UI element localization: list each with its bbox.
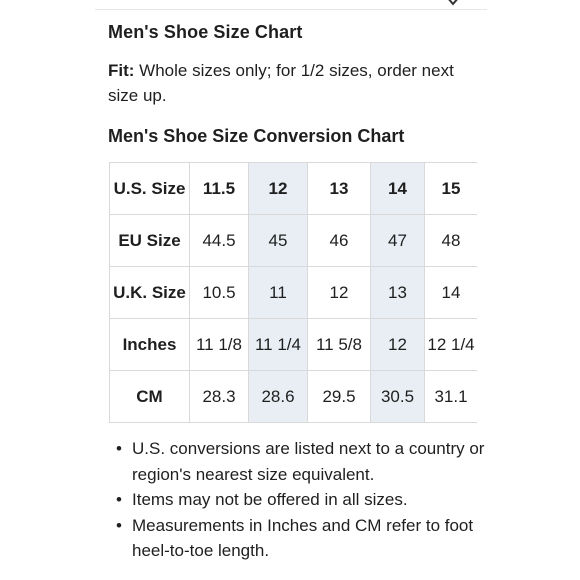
table-cell: 12 <box>370 318 425 371</box>
row-label: U.K. Size <box>109 266 190 319</box>
table-cell: 14 <box>370 162 425 215</box>
table-cell: 28.6 <box>248 370 308 423</box>
table-row-uk-size: U.K. Size 10.5 11 12 13 14 <box>109 266 477 319</box>
row-label: CM <box>109 370 190 423</box>
fit-label: Fit: <box>108 61 135 80</box>
conversion-chart-title: Men's Shoe Size Conversion Chart <box>108 126 405 146</box>
list-item: Measurements in Inches and CM refer to f… <box>116 513 496 564</box>
table-cell: 11 1/4 <box>248 318 308 371</box>
table-cell: 31.1 <box>424 370 477 423</box>
table-cell: 11.5 <box>189 162 249 215</box>
table-cell: 48 <box>424 214 477 267</box>
table-cell: 13 <box>370 266 425 319</box>
table-cell: 12 1/4 <box>424 318 477 371</box>
table-cell: 46 <box>307 214 371 267</box>
page-title: Men's Shoe Size Chart <box>108 22 303 42</box>
list-item: Items may not be offered in all sizes. <box>116 487 496 513</box>
table-cell: 10.5 <box>189 266 249 319</box>
table-cell: 47 <box>370 214 425 267</box>
table-cell: 45 <box>248 214 308 267</box>
table-row-inches: Inches 11 1/8 11 1/4 11 5/8 12 12 1/4 <box>109 318 477 371</box>
table-cell: 12 <box>307 266 371 319</box>
row-label: Inches <box>109 318 190 371</box>
fit-text: Whole sizes only; for 1/2 sizes, order n… <box>108 61 454 105</box>
table-cell: 11 <box>248 266 308 319</box>
table-cell: 11 1/8 <box>189 318 249 371</box>
table-cell: 30.5 <box>370 370 425 423</box>
table-cell: 11 5/8 <box>307 318 371 371</box>
notes-list: U.S. conversions are listed next to a co… <box>116 436 496 564</box>
size-conversion-table: U.S. Size 11.5 12 13 14 15 EU Size 44.5 … <box>109 162 477 423</box>
table-cell: 44.5 <box>189 214 249 267</box>
table-cell: 14 <box>424 266 477 319</box>
table-row-us-size: U.S. Size 11.5 12 13 14 15 <box>109 162 477 215</box>
table-cell: 12 <box>248 162 308 215</box>
top-divider <box>95 9 487 10</box>
table-cell: 29.5 <box>307 370 371 423</box>
table-cell: 28.3 <box>189 370 249 423</box>
row-label: EU Size <box>109 214 190 267</box>
table-cell: 15 <box>424 162 477 215</box>
table-cell: 13 <box>307 162 371 215</box>
size-chart-panel: Men's Shoe Size Chart Fit: Whole sizes o… <box>108 20 488 163</box>
table-row-eu-size: EU Size 44.5 45 46 47 48 <box>109 214 477 267</box>
table-row-cm: CM 28.3 28.6 29.5 30.5 31.1 <box>109 370 477 423</box>
fit-note: Fit: Whole sizes only; for 1/2 sizes, or… <box>108 58 488 108</box>
list-item: U.S. conversions are listed next to a co… <box>116 436 496 487</box>
partial-icon <box>448 0 458 6</box>
row-label: U.S. Size <box>109 162 190 215</box>
